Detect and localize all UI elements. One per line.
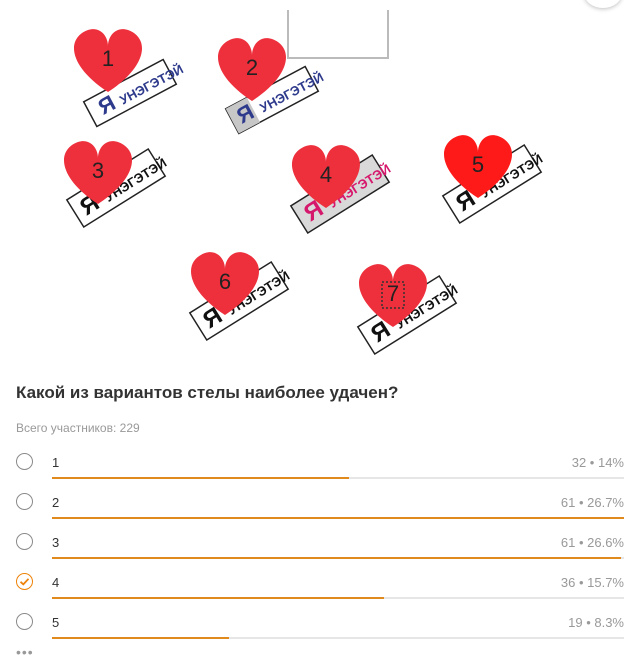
option-stats: 36 • 15.7% bbox=[560, 575, 624, 590]
poll-option-1[interactable]: 1 32 • 14% bbox=[0, 450, 639, 490]
result-bar-fill bbox=[52, 597, 384, 599]
stela-3: Я УНЭГЭТЭЙ 3 bbox=[64, 141, 169, 229]
result-bar-fill bbox=[52, 637, 230, 639]
option-label: 3 bbox=[52, 535, 60, 550]
result-bar-track bbox=[52, 517, 624, 519]
poll-question: Какой из вариантов стелы наиболее удачен… bbox=[16, 383, 399, 402]
stela-6-number: 6 bbox=[219, 269, 231, 294]
option-stats: 61 • 26.6% bbox=[560, 535, 624, 550]
more-options-button[interactable]: ••• bbox=[16, 644, 34, 660]
result-bar-fill bbox=[52, 477, 350, 479]
radio-button[interactable] bbox=[16, 613, 33, 630]
radio-button[interactable] bbox=[16, 533, 33, 550]
heart-5 bbox=[444, 135, 512, 198]
stela-2-number: 2 bbox=[246, 55, 258, 80]
result-bar-track bbox=[52, 597, 624, 599]
result-bar-track bbox=[52, 477, 624, 479]
option-stats: 19 • 8.3% bbox=[568, 615, 624, 630]
heart-2 bbox=[218, 38, 286, 101]
participants-count: Всего участников: 229 bbox=[16, 421, 140, 435]
stela-1-number: 1 bbox=[102, 46, 114, 71]
option-label: 2 bbox=[52, 495, 60, 510]
option-label: 4 bbox=[52, 575, 60, 590]
stela-4: Я УНЭГЭТЭЙ 4 bbox=[289, 145, 393, 235]
result-bar-fill bbox=[52, 517, 624, 519]
stela-7-number: 7 bbox=[387, 281, 399, 306]
result-bar-fill bbox=[52, 557, 622, 559]
poll-option-4[interactable]: 4 36 • 15.7% bbox=[0, 570, 639, 610]
stela-5: Я УНЭГЭТЭЙ 5 bbox=[441, 135, 545, 225]
radio-button-checked[interactable] bbox=[16, 573, 33, 590]
radio-button[interactable] bbox=[16, 453, 33, 470]
stela-5-number: 5 bbox=[472, 152, 484, 177]
connector-line bbox=[287, 10, 389, 59]
poll-option-2[interactable]: 2 61 • 26.7% bbox=[0, 490, 639, 530]
stela-4-number: 4 bbox=[320, 162, 332, 187]
stela-3-number: 3 bbox=[92, 158, 104, 183]
heart-7 bbox=[359, 264, 427, 327]
radio-button[interactable] bbox=[16, 493, 33, 510]
stela-1: Я УНЭГЭТЭЙ 1 bbox=[74, 29, 186, 128]
option-stats: 61 • 26.7% bbox=[560, 495, 624, 510]
heart-3 bbox=[64, 141, 132, 204]
result-bar-track bbox=[52, 557, 624, 559]
option-stats: 32 • 14% bbox=[571, 455, 624, 470]
heart-1 bbox=[74, 29, 142, 92]
corner-button[interactable] bbox=[584, 0, 622, 8]
stela-7: Я УНЭГЭТЭЙ 7 bbox=[356, 264, 460, 356]
poll-option-3[interactable]: 3 61 • 26.6% bbox=[0, 530, 639, 570]
stelae-illustration: Я УНЭГЭТЭЙ 1 Я УНЭГЭТЭЙ 2 Я УНЭГЭТЭЙ 3 Я… bbox=[64, 10, 545, 356]
poll-option-5[interactable]: 5 19 • 8.3% bbox=[0, 610, 639, 650]
stela-2: Я УНЭГЭТЭЙ 2 bbox=[218, 38, 326, 135]
heart-4 bbox=[292, 145, 360, 208]
option-label: 5 bbox=[52, 615, 60, 630]
stela-6: Я УНЭГЭТЭЙ 6 bbox=[188, 252, 292, 342]
checkmark-icon bbox=[19, 578, 30, 586]
heart-6 bbox=[191, 252, 259, 315]
result-bar-track bbox=[52, 637, 624, 639]
option-label: 1 bbox=[52, 455, 60, 470]
